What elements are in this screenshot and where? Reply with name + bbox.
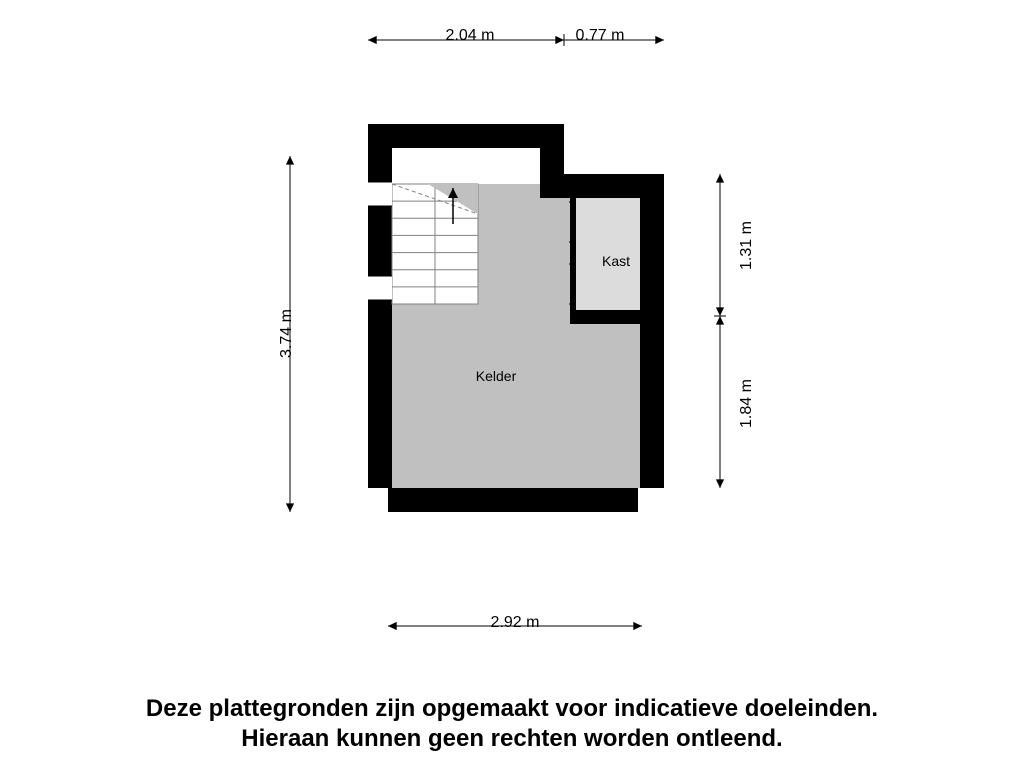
disclaimer-line2: Hieraan kunnen geen rechten worden ontle…: [241, 725, 782, 752]
dim-right-top: 1.31 m: [738, 221, 756, 270]
room-label-kelder: Kelder: [476, 368, 516, 384]
dim-right-bot: 1.84 m: [738, 379, 756, 428]
disclaimer-text: Deze plattegronden zijn opgemaakt voor i…: [0, 694, 1024, 754]
dim-left: 3.74 m: [278, 309, 296, 358]
dim-top-left: 2.04 m: [446, 27, 495, 45]
dim-top-right: 0.77 m: [576, 27, 625, 45]
dimension-lines: [0, 0, 1024, 768]
floorplan-canvas: 2.04 m 0.77 m 3.74 m 1.31 m 1.84 m 2.92 …: [0, 0, 1024, 768]
room-label-kast: Kast: [602, 253, 630, 269]
disclaimer-line1: Deze plattegronden zijn opgemaakt voor i…: [146, 695, 878, 722]
dim-bottom: 2.92 m: [491, 614, 540, 632]
